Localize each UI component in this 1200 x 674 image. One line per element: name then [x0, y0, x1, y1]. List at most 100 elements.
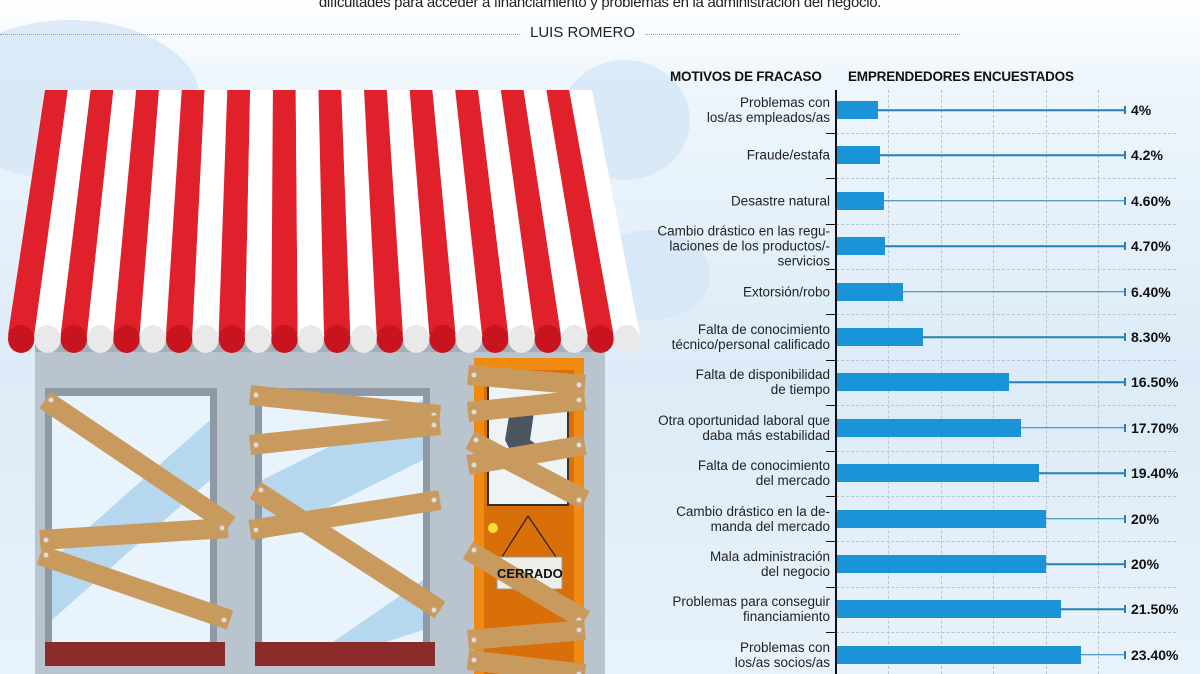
row-separator [836, 268, 1176, 270]
leader-line [880, 154, 1125, 157]
leader-line [1045, 563, 1125, 565]
value-label: 8.30% [1131, 329, 1171, 345]
row-separator [836, 541, 1176, 543]
wooden-board [249, 481, 446, 619]
awning [7, 90, 640, 353]
value-label: 16.50% [1131, 374, 1179, 391]
leader-tick [1124, 423, 1126, 432]
leader-tick [1124, 650, 1126, 659]
value-label: 21.50% [1131, 601, 1179, 618]
bar [836, 101, 878, 119]
wooden-board [467, 620, 586, 650]
row-separator [836, 132, 1176, 134]
leader-line [1039, 472, 1125, 474]
divider [645, 34, 960, 35]
awning-stripe [432, 90, 482, 335]
wooden-boards [36, 365, 591, 674]
row-separator [836, 495, 1176, 497]
value-label: 17.70% [1131, 419, 1179, 436]
window-sill [45, 642, 225, 666]
value-label: 4.70% [1131, 238, 1171, 255]
awning-stripe [546, 90, 614, 335]
value-label: 4.2% [1131, 147, 1163, 164]
row-separator [836, 405, 1176, 407]
wooden-board [39, 391, 236, 534]
leader-tick [1124, 333, 1126, 341]
wooden-board [248, 490, 442, 540]
leader-line [885, 245, 1125, 247]
leader-line [884, 200, 1125, 202]
category-label: Extorsión/robo [742, 284, 830, 300]
row-separator [836, 178, 1176, 180]
leader-line [1061, 608, 1125, 611]
bar [836, 418, 1022, 437]
value-header: EMPRENDEDORES ENCUESTADOS [848, 69, 1074, 84]
row-separator [836, 632, 1176, 634]
leader-line [903, 290, 1125, 293]
row-tick [826, 541, 836, 543]
awning-stripe [455, 90, 509, 335]
category-label: Fraude/estafa [746, 147, 830, 163]
window-sill [255, 642, 435, 666]
awning-stripe [341, 90, 377, 335]
bar [836, 191, 885, 210]
leader-tick [1124, 287, 1126, 296]
row-tick [826, 132, 836, 134]
leader-tick [1124, 605, 1126, 614]
awning-stripe [271, 90, 298, 335]
wooden-board [466, 435, 587, 475]
leader-line [1081, 654, 1125, 656]
row-tick [826, 359, 836, 361]
bar [836, 600, 1062, 619]
awning-stripe [569, 90, 640, 335]
category-header: MOTIVOS DE FRACASO [670, 69, 822, 84]
leader-tick [1124, 106, 1126, 114]
wooden-board [36, 545, 234, 630]
row-tick [826, 314, 836, 316]
wooden-board [466, 390, 587, 422]
bar [836, 282, 904, 301]
category-label: Falta de conocimiento del mercado [697, 458, 830, 489]
byline: LUIS ROMERO [0, 24, 1200, 44]
bar [836, 555, 1046, 573]
awning-stripe [386, 90, 430, 335]
awning-stripe [364, 90, 403, 335]
category-label: Desastre natural [730, 193, 830, 209]
category-label: Cambio drástico en las regu- laciones de… [657, 223, 830, 269]
row-tick [826, 405, 836, 407]
row-tick [826, 586, 836, 588]
value-label: 19.40% [1131, 465, 1179, 482]
leader-line [877, 109, 1125, 111]
wooden-board [467, 365, 586, 395]
bar [836, 509, 1046, 528]
awning-stripe [245, 90, 273, 335]
category-label: Falta de conocimiento técnico/personal c… [671, 322, 830, 352]
row-tick [826, 268, 836, 270]
value-label: 4.60% [1131, 192, 1171, 209]
wooden-board [465, 431, 590, 509]
leader-tick [1124, 514, 1126, 523]
awning-stripe [166, 90, 205, 335]
awning-stripe [500, 90, 561, 335]
author: LUIS ROMERO [530, 24, 636, 41]
y-axis [835, 90, 837, 674]
awning-stripe [60, 90, 114, 335]
bar [836, 373, 1009, 392]
awning-stripe [318, 90, 351, 335]
category-label: Mala administración del negocio [709, 549, 830, 579]
awning-stripe [295, 90, 324, 335]
row-tick [826, 495, 836, 497]
awning-stripe [34, 90, 91, 335]
value-label: 20% [1131, 510, 1160, 527]
category-label: Problemas con los/as empleados/as [706, 95, 830, 125]
awning-stripe [113, 90, 159, 335]
leader-tick [1124, 151, 1126, 160]
row-tick [826, 223, 836, 225]
category-label: Otra oportunidad laboral que daba más es… [658, 412, 830, 443]
row-separator [836, 223, 1176, 225]
awning-stripe [218, 90, 251, 335]
row-tick [826, 450, 836, 452]
awning-stripe [409, 90, 456, 335]
wooden-board [248, 415, 442, 455]
bar [836, 237, 886, 256]
